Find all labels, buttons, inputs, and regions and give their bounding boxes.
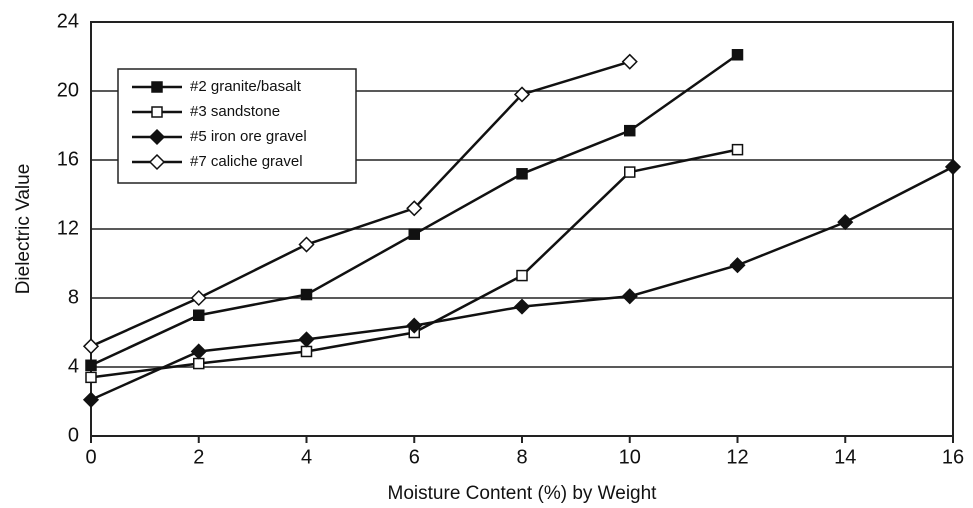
marker [298,331,315,348]
y-tick-label: 16 [57,148,79,170]
legend-label: #3 sandstone [190,103,280,120]
marker [729,257,746,274]
series-line [90,60,631,348]
legend-label: #7 caliche gravel [190,153,303,170]
legend-marker [148,128,166,146]
marker [731,143,744,156]
marker [82,338,100,355]
legend-marker [151,106,163,118]
y-axis-title: Dielectric Value [13,164,34,295]
marker [406,317,423,334]
y-tick-label: 20 [57,79,79,101]
marker [193,357,205,370]
marker [82,391,100,408]
marker [513,298,531,315]
legend: #2 granite/basalt #3 sandstone #5 iron ore… [117,68,357,184]
marker [944,158,962,175]
legend-marker [151,81,163,93]
marker [298,236,315,253]
x-axis-title: Moisture Content (%) by Weight [388,483,658,504]
x-tick-label: 10 [619,446,641,468]
x-tick-label: 6 [409,446,420,468]
marker [85,359,97,372]
marker [190,343,207,360]
marker [300,288,313,301]
y-tick-label: 0 [68,424,79,446]
marker [837,214,854,231]
y-tick-label: 12 [57,217,79,239]
x-tick-label: 2 [193,446,204,468]
marker [624,166,636,178]
marker [193,309,205,321]
marker [621,53,638,70]
legend-label: #5 iron ore gravel [190,128,307,145]
marker [408,228,420,240]
legend-marker [148,153,166,171]
marker [85,371,97,384]
marker [516,269,528,282]
marker [731,49,744,61]
y-tick-label: 4 [68,355,79,377]
y-tick-label: 8 [68,286,79,308]
marker [300,345,313,358]
x-tick-label: 0 [85,446,96,468]
series-line [90,165,954,401]
x-tick-label: 4 [301,446,312,468]
x-tick-label: 12 [726,446,748,468]
marker [624,124,636,137]
marker [190,289,207,307]
y-tick-label: 24 [57,10,79,32]
legend-label: #2 granite/basalt [190,78,302,95]
marker [516,168,528,180]
series-line [90,148,738,379]
x-tick-label: 8 [516,446,527,468]
marker [406,200,423,217]
x-tick-label: 14 [834,446,856,468]
x-tick-label: 16 [942,446,964,468]
marker [513,86,531,103]
marker [621,288,638,305]
